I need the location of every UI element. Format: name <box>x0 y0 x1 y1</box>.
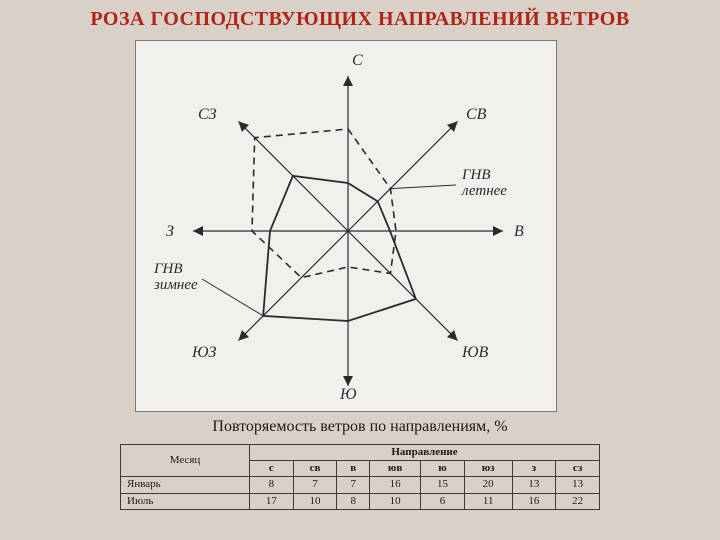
col-с: с <box>250 461 294 477</box>
value-cell: 16 <box>370 477 421 493</box>
value-cell: 15 <box>421 477 465 493</box>
svg-text:З: З <box>166 223 174 240</box>
value-cell: 11 <box>464 493 512 509</box>
svg-text:Ю: Ю <box>339 386 357 403</box>
month-cell: Январь <box>121 477 250 493</box>
svg-text:СЗ: СЗ <box>198 106 217 123</box>
wind-frequency-table: МесяцНаправлениессввювююззсзЯнварь877161… <box>120 444 600 510</box>
value-cell: 13 <box>512 477 556 493</box>
value-cell: 8 <box>337 493 370 509</box>
value-cell: 7 <box>293 477 337 493</box>
col-св: св <box>293 461 337 477</box>
svg-text:ГНВ: ГНВ <box>153 261 183 277</box>
col-в: в <box>337 461 370 477</box>
value-cell: 10 <box>293 493 337 509</box>
month-header: Месяц <box>121 445 250 477</box>
page-title: РОЗА ГОСПОДСТВУЮЩИХ НАПРАВЛЕНИЙ ВЕТРОВ <box>0 8 720 31</box>
col-сз: сз <box>556 461 600 477</box>
direction-header: Направление <box>250 445 600 461</box>
col-юз: юз <box>464 461 512 477</box>
col-ю: ю <box>421 461 465 477</box>
value-cell: 7 <box>337 477 370 493</box>
value-cell: 6 <box>421 493 465 509</box>
table-subtitle: Повторяемость ветров по направлениям, % <box>0 418 720 436</box>
svg-text:летнее: летнее <box>461 183 507 199</box>
col-з: з <box>512 461 556 477</box>
wind-rose-diagram: ССВВЮВЮЮЗЗСЗГНВлетнееГНВзимнее <box>135 40 557 412</box>
value-cell: 10 <box>370 493 421 509</box>
svg-text:ГНВ: ГНВ <box>461 167 491 183</box>
value-cell: 16 <box>512 493 556 509</box>
month-cell: Июль <box>121 493 250 509</box>
value-cell: 8 <box>250 477 294 493</box>
value-cell: 13 <box>556 477 600 493</box>
table-row: Июль17108106111622 <box>121 493 600 509</box>
svg-text:ЮВ: ЮВ <box>461 344 489 361</box>
svg-text:С: С <box>352 52 363 69</box>
col-юв: юв <box>370 461 421 477</box>
svg-text:В: В <box>514 223 524 240</box>
svg-text:зимнее: зимнее <box>153 277 198 293</box>
value-cell: 22 <box>556 493 600 509</box>
value-cell: 20 <box>464 477 512 493</box>
table-row: Январь8771615201313 <box>121 477 600 493</box>
svg-text:СВ: СВ <box>466 106 487 123</box>
value-cell: 17 <box>250 493 294 509</box>
svg-text:ЮЗ: ЮЗ <box>191 344 217 361</box>
